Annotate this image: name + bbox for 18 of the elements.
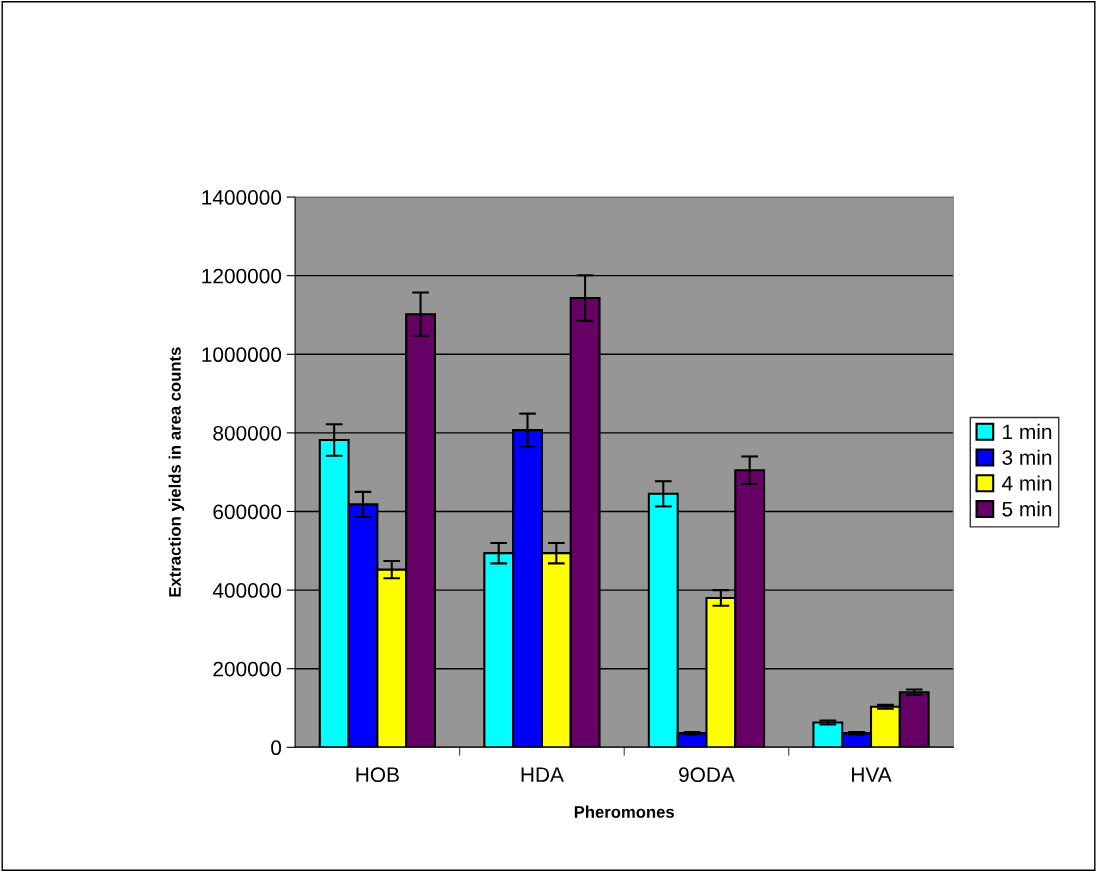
y-tick-label: 1400000: [202, 190, 282, 205]
legend-label: 1 min: [1003, 423, 1052, 439]
x-axis-title: Pheromones: [574, 805, 674, 818]
y-tick-label: 1200000: [202, 268, 282, 284]
y-tick-label: 1000000: [202, 347, 282, 363]
y-tick-label: 400000: [212, 583, 282, 598]
y-tick-label: 200000: [213, 661, 282, 677]
x-tick-label: HVA: [852, 767, 892, 782]
y-tick-label: 0: [271, 740, 282, 756]
x-tick-label: HOB: [356, 767, 399, 783]
legend-label: 3 min: [1002, 449, 1052, 465]
x-tick-label: HDA: [521, 767, 564, 782]
legend-label: 4 min: [1002, 475, 1052, 491]
y-tick-label: 600000: [213, 504, 282, 520]
y-tick-label: 800000: [213, 425, 282, 441]
y-axis-title: Extraction yields in area counts: [168, 347, 185, 597]
legend-label: 5 min: [1002, 501, 1052, 517]
x-tick-label: 9ODA: [679, 767, 735, 783]
